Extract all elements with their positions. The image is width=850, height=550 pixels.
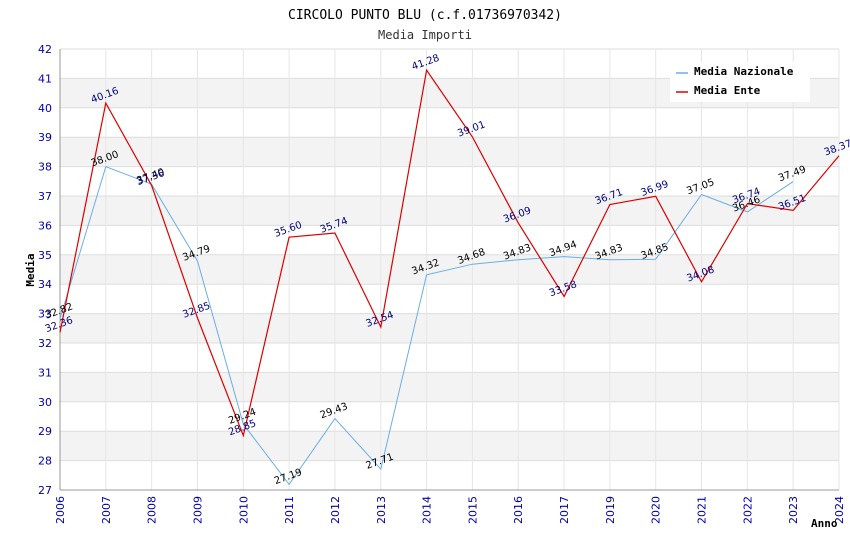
y-tick-label: 41	[38, 72, 52, 85]
x-tick-label: 2015	[466, 496, 479, 524]
y-tick-label: 34	[38, 278, 52, 291]
x-tick-label: 2022	[741, 496, 754, 524]
y-tick-label: 37	[38, 190, 52, 203]
y-axis-label: Media	[24, 253, 37, 286]
y-tick-label: 42	[38, 43, 52, 56]
y-tick-label: 27	[38, 484, 52, 497]
legend-label-nazionale: Media Nazionale	[694, 65, 794, 78]
grid-band	[60, 137, 839, 167]
y-tick-label: 39	[38, 131, 52, 144]
grid-band	[60, 431, 839, 461]
x-tick-label: 2019	[604, 496, 617, 524]
y-tick-label: 38	[38, 161, 52, 174]
y-tick-label: 29	[38, 425, 52, 438]
x-tick-label: 2013	[375, 496, 388, 524]
y-tick-label: 40	[38, 102, 52, 115]
legend-box	[670, 62, 810, 102]
data-label: 29.43	[319, 401, 350, 421]
series-line-0	[59, 165, 794, 486]
data-label: 37.05	[685, 177, 716, 197]
series-line-1	[59, 68, 840, 438]
chart-subtitle: Media Importi	[378, 28, 472, 42]
grid-band	[60, 313, 839, 343]
chart-title: CIRCOLO PUNTO BLU (c.f.01736970342)	[288, 8, 562, 23]
legend: Media Nazionale Media Ente	[670, 62, 810, 102]
x-tick-label: 2016	[512, 496, 525, 524]
x-tick-label: 2008	[146, 496, 159, 524]
x-tick-labels: 2006 2007 2008 2009 2010 2011 2012 2013 2014 2015…	[54, 496, 846, 524]
y-tick-label: 33	[38, 308, 52, 321]
legend-label-ente: Media Ente	[694, 84, 761, 97]
y-tick-labels: 27 28 29 30 31 32 33 34 35 36 37 38 39 40 41 42	[38, 43, 52, 497]
series-lines	[59, 68, 840, 486]
grid-band	[60, 196, 839, 226]
x-tick-label: 2020	[650, 496, 663, 524]
y-tick-label: 36	[38, 219, 52, 232]
x-axis-label: Anno	[811, 517, 838, 530]
x-tick-label: 2007	[100, 496, 113, 524]
y-tick-label: 32	[38, 337, 52, 350]
x-tick-label: 2021	[696, 496, 709, 524]
grid-band	[60, 372, 839, 402]
x-tick-label: 2017	[558, 496, 571, 524]
grid-bands	[60, 78, 839, 461]
y-tick-label: 35	[38, 249, 52, 262]
x-tick-label: 2024	[833, 496, 846, 524]
x-tick-label: 2012	[329, 496, 342, 524]
x-tick-label: 2014	[421, 496, 434, 524]
y-tick-label: 30	[38, 396, 52, 409]
x-tick-label: 2009	[191, 496, 204, 524]
x-tick-label: 2010	[237, 496, 250, 524]
data-label: 37.49	[777, 164, 808, 184]
axes	[59, 49, 839, 491]
data-label: 41.28	[410, 53, 441, 73]
x-tick-label: 2006	[54, 496, 67, 524]
x-tick-label: 2011	[283, 496, 296, 524]
x-tick-label: 2023	[787, 496, 800, 524]
y-tick-label: 28	[38, 455, 52, 468]
y-tick-label: 31	[38, 366, 52, 379]
